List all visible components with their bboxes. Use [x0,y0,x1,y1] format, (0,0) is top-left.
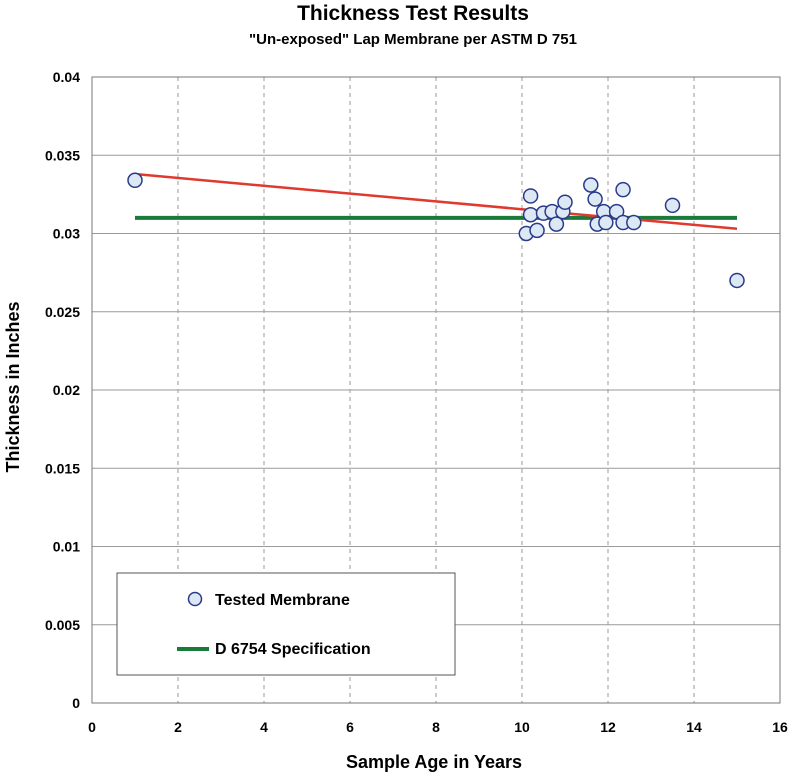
y-tick-label: 0 [72,695,80,711]
y-tick-label: 0.015 [45,460,80,476]
data-point [615,181,631,198]
x-tick-label: 8 [432,719,440,735]
x-axis-label: Sample Age in Years [346,752,522,772]
x-tick-label: 0 [88,719,96,735]
data-point [626,214,642,231]
x-tick-label: 16 [772,719,788,735]
legend-label-specification: D 6754 Specification [215,641,371,658]
x-tick-label: 2 [174,719,182,735]
y-axis-label: Thickness in Inches [3,301,23,472]
data-point [127,172,143,189]
y-tick-label: 0.01 [53,539,80,555]
chart-subtitle: "Un-exposed" Lap Membrane per ASTM D 751 [249,31,577,48]
y-tick-label: 0.03 [53,226,80,242]
legend-marker-tested-membrane [187,591,203,607]
legend-label-tested-membrane: Tested Membrane [215,592,350,609]
data-point [548,216,565,232]
data-point [583,177,599,193]
x-tick-label: 4 [260,719,268,735]
plot-area-border [91,76,781,704]
x-tick-label: 10 [514,719,530,735]
data-point [598,214,614,231]
chart-title: Thickness Test Results [297,2,529,25]
series-layer [127,172,745,289]
y-axis-ticks: 0 0.005 0.01 0.015 0.02 0.025 0.03 0.035 0.04 [45,69,80,711]
x-axis-ticks: 0 2 4 6 8 10 12 14 16 [88,719,788,735]
data-point [557,194,573,210]
y-tick-label: 0.005 [45,617,80,633]
x-tick-label: 6 [346,719,354,735]
x-tick-label: 12 [600,719,616,735]
data-point [729,272,745,289]
legend: Tested Membrane D 6754 Specification [116,572,456,676]
y-tick-label: 0.02 [53,382,80,398]
data-point [522,206,539,223]
y-tick-label: 0.04 [53,69,80,85]
y-tick-label: 0.035 [45,147,80,163]
data-point [587,191,603,207]
x-tick-label: 14 [686,719,702,735]
data-point [529,222,545,239]
y-tick-label: 0.025 [45,304,80,320]
data-point [664,197,681,214]
legend-box [116,572,456,676]
data-point [522,188,539,204]
